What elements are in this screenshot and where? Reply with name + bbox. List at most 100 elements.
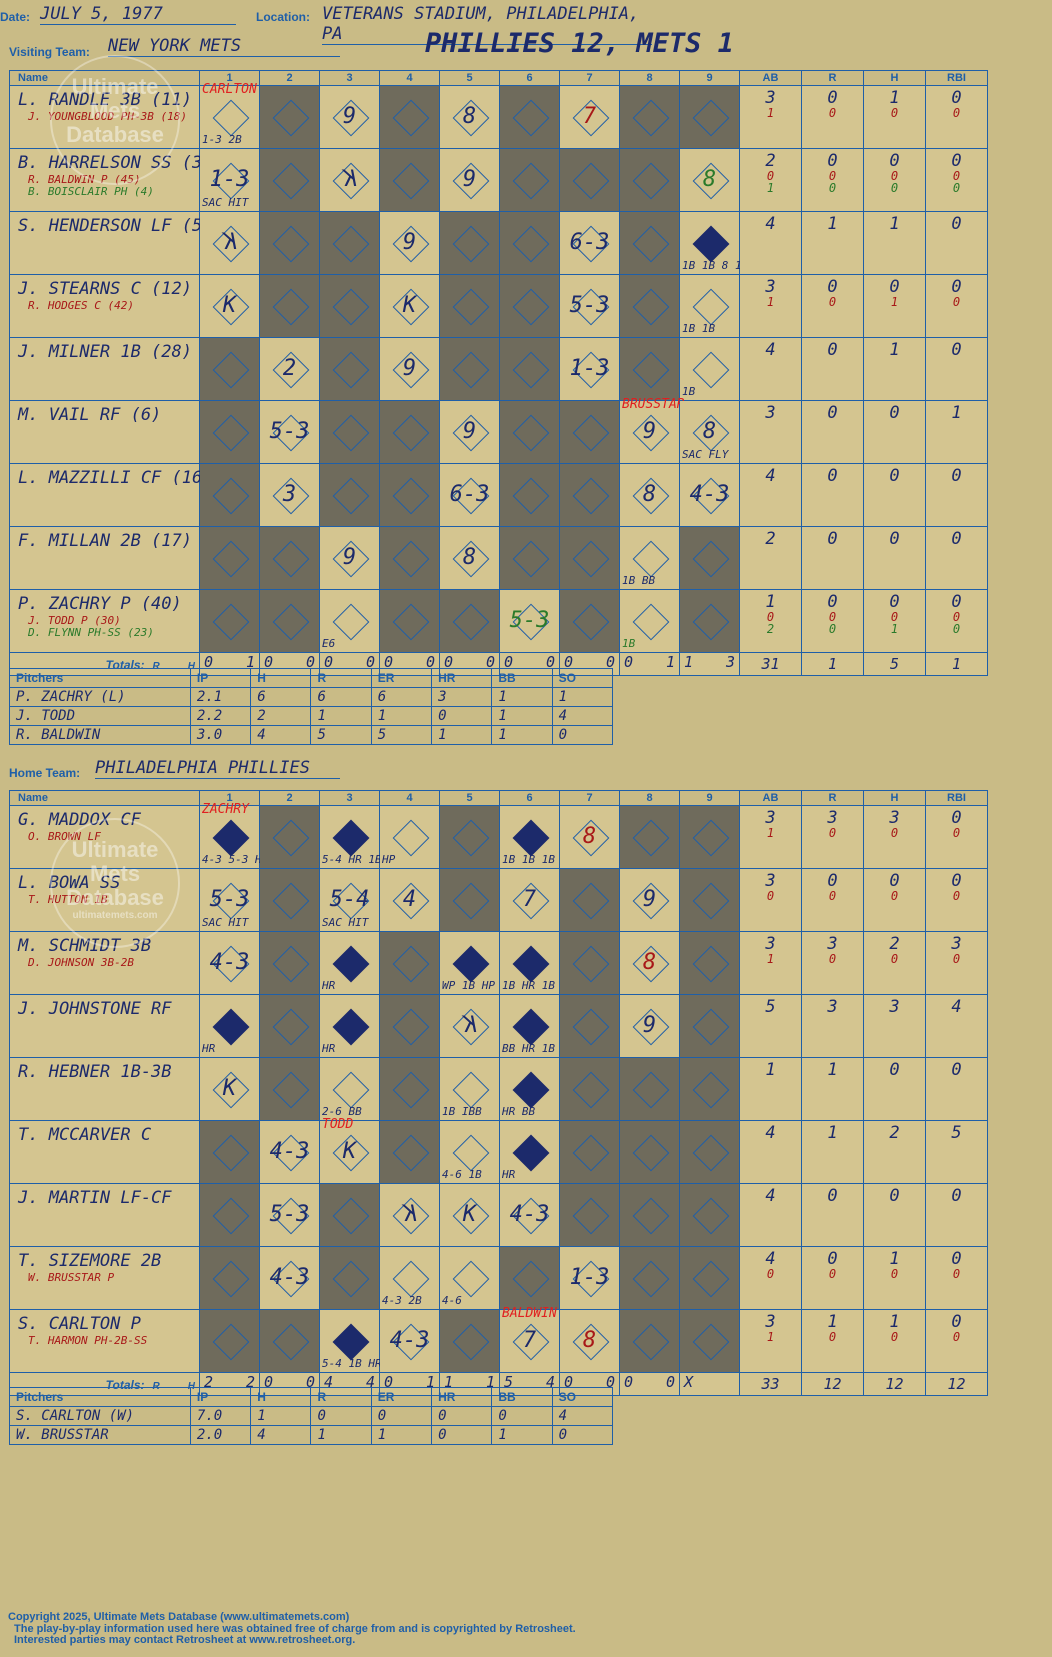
base-diamond [212,477,249,515]
pitcher-stat: 1 [491,706,553,726]
at-bat-cell: 7 [559,85,620,149]
play-result: K [402,293,417,318]
base-diamond [212,603,249,641]
at-bat-cell: 6-3 [439,463,500,527]
at-bat-cell [379,85,440,149]
at-bat-cell [679,805,740,869]
inning-hits: 0 [605,1373,615,1391]
play-result: 9 [462,419,477,444]
at-bat-cell [559,1057,620,1121]
play-note: HR [322,1042,336,1055]
watermark-url: ultimatemets.com [72,910,158,921]
pitcher-stat: R. BALDWIN [9,725,191,745]
play-note: 1B HR 1B [502,979,555,992]
at-bat-cell: 4-3 [199,931,260,995]
pitcher-column-header: IP [189,668,252,688]
base-diamond [272,1323,309,1361]
inning-total: X [679,1372,740,1396]
base-diamond [332,477,369,515]
inning-runs: 4 [324,1373,334,1391]
pitcher-stat: 5 [310,725,372,745]
substitute-name: R. HODGES C (42) [28,299,134,312]
play-note: HP [382,853,396,866]
watermark-logo-home: Ultimate Mets Database ultimatemets.com [50,818,180,948]
stat-total: 31 [739,652,802,676]
base-diamond [332,351,369,389]
at-bat-cell: 4-3 [499,1183,560,1247]
pitcher-column-header: Pitchers [9,668,191,688]
watermark-logo: Ultimate Mets Database [50,55,180,185]
at-bat-cell: 5-3 SAC HIT [199,868,260,932]
pitcher-stat: 0 [310,1406,372,1426]
base-diamond [332,288,369,326]
batter-name: P. ZACHRY P (40) [18,594,182,614]
inning-runs: 0 [444,653,454,671]
base-diamond [392,1260,429,1298]
at-bat-cell: K [379,274,440,338]
at-bat-cell [679,526,740,590]
batter-name: J. MILNER 1B (28) [18,342,192,362]
play-result: 8 [642,482,657,507]
at-bat-cell: 8 [559,805,620,869]
stat-header: R [801,70,864,86]
inning-hits: 0 [365,653,375,671]
batter-row: B. HARRELSON SS (3) R. BALDWIN P (45) B. B… [9,148,988,212]
at-bat-cell: HR [319,931,380,995]
stat-cell: 4 [739,1120,802,1184]
base-diamond [692,945,729,983]
visitor-pitchers-table: Pitchers IP H R ER HR BB SO P. ZACHRY (L) 2.1 6 6 6 3… [9,668,614,745]
base-diamond [392,162,429,200]
at-bat-cell: 1B 1B 1B [499,805,560,869]
at-bat-cell: HR [319,994,380,1058]
inning-runs: 0 [504,653,514,671]
base-diamond [632,99,669,137]
play-result: 8 [462,104,477,129]
base-diamond [632,288,669,326]
batter-row: L. MAZZILLI CF (16) 3 6-3 8 4-3 4 0 0 0 [9,463,988,527]
at-bat-cell: K [319,148,380,212]
inning-header: 3 [319,790,380,806]
at-bat-cell: 5-4 1B HR 1B [319,1309,401,1373]
at-bat-cell: 8 [439,526,500,590]
at-bat-cell: 1-3 [559,1246,620,1310]
play-result: 7 [582,104,597,129]
play-result: 9 [402,230,417,255]
batter-name: L. MAZZILLI CF (16) [18,468,213,488]
footer-copyright: Copyright 2025, Ultimate Mets Database (… [8,1611,350,1623]
location-label: Location: [256,10,310,24]
at-bat-cell [319,463,380,527]
inning-header: 8 [619,70,680,86]
base-diamond [512,225,549,263]
at-bat-cell [499,463,560,527]
batter-row: P. ZACHRY P (40) J. TODD P (30) D. FLYNN P… [9,589,988,653]
pitcher-stat: 1 [310,1425,372,1445]
base-diamond [392,819,429,857]
stat-cell: 2 [863,1120,926,1184]
at-bat-cell: 2-6 BB [319,1057,380,1121]
play-result: 8 [642,950,657,975]
pitcher-stat: 1 [370,706,433,726]
play-result: 8 [582,824,597,849]
play-result: K [462,1202,477,1227]
base-diamond [572,540,609,578]
base-diamond [332,1071,369,1109]
play-note: HR [502,1168,516,1181]
at-bat-cell: 5-3 [499,589,560,653]
play-note: HR BB [502,1105,536,1118]
inning-header: 9 [679,70,740,86]
pitcher-stat: 0 [491,1406,553,1426]
pitcher-stat: 2.0 [189,1425,252,1445]
play-result: 9 [642,887,657,912]
pitcher-column-header: R [310,668,372,688]
at-bat-cell [199,589,260,653]
at-bat-cell: 9 [439,148,500,212]
base-diamond [212,819,249,857]
base-diamond [272,162,309,200]
inning-hits: 0 [485,653,495,671]
visitor-scorecard: Name 1 2 3 4 5 6 7 8 9 AB R H RBI L. RANDLE 3B (11) J. … [9,70,988,676]
